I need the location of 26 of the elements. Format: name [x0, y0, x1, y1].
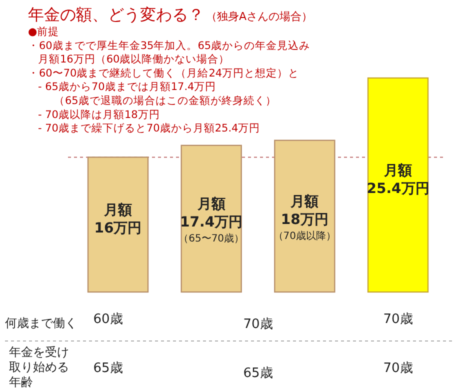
bar	[180, 144, 242, 293]
text: ・60歳までで厚生年金35年加入。65歳からの年金見込み	[28, 38, 310, 52]
data-label: 月額17.4万円（65〜70歳）	[178, 196, 244, 245]
text: 年金を受け取り始める年齢	[9, 345, 69, 389]
data-label: 月額25.4万円	[366, 162, 430, 197]
data-label: 月額18万円（70歳以降）	[273, 193, 336, 242]
text: 70歳	[383, 361, 413, 376]
data-label: 月額16万円	[94, 202, 142, 237]
bar	[274, 140, 336, 293]
text: ●前提	[28, 26, 60, 38]
bar	[87, 156, 149, 293]
annotation: ・60〜70歳まで継続して働く（月給24万円と想定）と	[28, 66, 300, 80]
text: 月額16万円（60歳以降働かない場合）	[38, 52, 230, 66]
text: 何歳まで働く	[5, 316, 77, 330]
annotation: - 65歳から70歳までは月額17.4万円	[38, 80, 216, 94]
text: 65歳	[243, 366, 273, 381]
text: 70歳	[383, 312, 413, 327]
text: 60歳	[93, 312, 123, 327]
bar	[367, 77, 429, 293]
text: 70歳	[243, 317, 273, 332]
annotation: （65歳で退職の場合はこの金額が終身続く）	[54, 94, 276, 107]
text: 65歳	[93, 361, 123, 376]
annotation: - 70歳以降は月額18万円	[38, 108, 160, 121]
annotation: - 70歳まで繰下げると70歳から月額25.4万円	[38, 122, 260, 135]
chart-subtitle: （独身Aさんの場合）	[206, 10, 313, 23]
chart-title: 年金の額、どう変わる？	[28, 5, 204, 24]
